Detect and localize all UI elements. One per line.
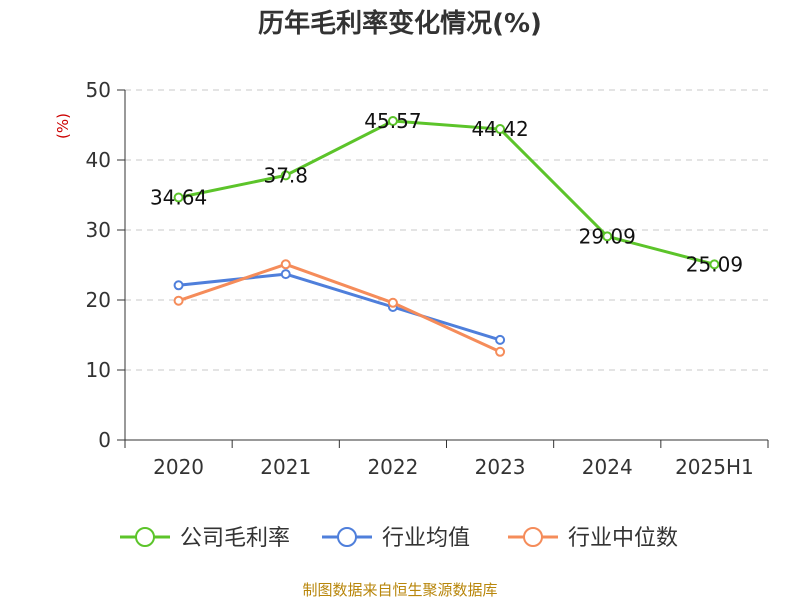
legend-label: 行业均值 (382, 526, 470, 551)
data-label: 44.42 (471, 117, 528, 141)
data-point (709, 259, 720, 270)
series-line (178, 119, 715, 266)
data-point (173, 295, 184, 306)
series-line (178, 262, 501, 354)
y-tick-label: 50 (86, 78, 111, 102)
x-tick-label: 2020 (153, 455, 204, 479)
grid-lines (125, 89, 768, 371)
legend-marker (135, 527, 155, 547)
x-tick-label: 2025H1 (675, 455, 754, 479)
source-note: 制图数据来自恒生聚源数据库 (302, 581, 497, 599)
x-tick-label: 2023 (475, 455, 526, 479)
data-point (602, 231, 613, 242)
chart-title: 历年毛利率变化情况(%) (258, 8, 542, 39)
y-tick-label: 20 (86, 288, 111, 312)
y-axis-label: (%) (54, 113, 72, 139)
data-point (387, 297, 398, 308)
y-tick-label: 0 (98, 428, 111, 452)
legend: 公司毛利率 行业均值 行业中位数 (120, 526, 678, 551)
y-tick-label: 10 (86, 358, 111, 382)
data-label: 45.57 (364, 109, 421, 133)
series-line (178, 272, 501, 342)
data-point (495, 124, 506, 135)
legend-marker (337, 527, 357, 547)
data-label: 34.64 (150, 186, 207, 210)
data-label: 29.09 (579, 224, 636, 248)
data-point (495, 346, 506, 357)
y-tick-label: 30 (86, 218, 111, 242)
data-point (173, 280, 184, 291)
x-tick-label: 2024 (582, 455, 633, 479)
legend-marker (523, 527, 543, 547)
x-tick-label: 2022 (367, 455, 418, 479)
data-label: 25.09 (686, 252, 743, 276)
y-tick-label: 40 (86, 148, 111, 172)
data-label: 37.8 (263, 163, 308, 187)
data-point (280, 269, 291, 280)
data-point (280, 170, 291, 181)
data-point (280, 259, 291, 270)
legend-label: 公司毛利率 (180, 526, 290, 551)
legend-label: 行业中位数 (568, 526, 678, 551)
data-point (495, 334, 506, 345)
series-group: 34.64 37.8 45.57 44.42 29.09 25.09 (150, 109, 743, 357)
data-point (387, 116, 398, 127)
x-tick-label: 2021 (260, 455, 311, 479)
axes: 0 10 20 30 40 50 2020 2021 2022 2023 2024 2025H1 (86, 78, 769, 479)
data-point (173, 192, 184, 203)
